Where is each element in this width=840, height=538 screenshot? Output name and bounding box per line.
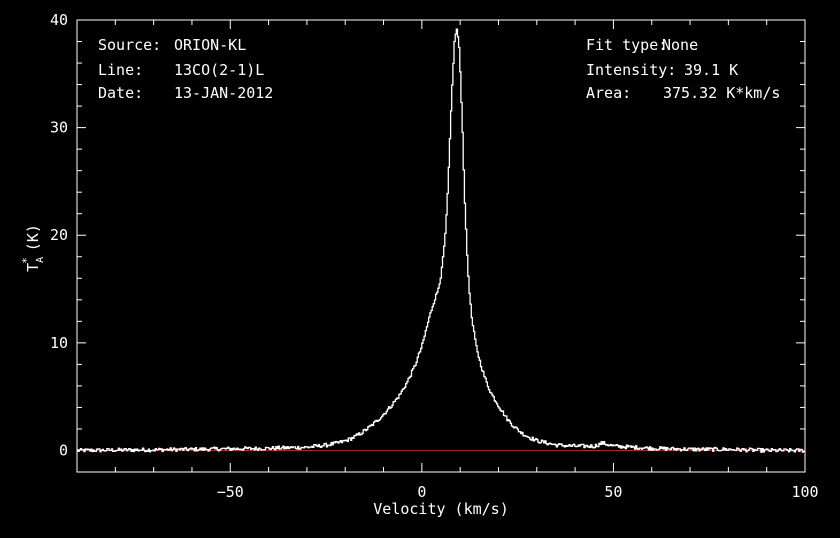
- date-label: Date:: [98, 84, 143, 102]
- y-tick-label: 30: [50, 119, 68, 137]
- svg-text:TA*(K): TA* (K): [20, 224, 46, 272]
- y-tick-label: 40: [50, 11, 68, 29]
- intensity-value: 39.1 K: [684, 61, 738, 79]
- x-tick-label: 0: [417, 483, 426, 501]
- fit-type-value: None: [662, 36, 698, 54]
- y-axis-title-sup: *: [20, 257, 33, 264]
- spectrum-series-line: [77, 28, 806, 453]
- y-axis-title-unit: (K): [24, 224, 42, 251]
- intensity-label: Intensity:: [586, 61, 676, 79]
- y-axis-title: TA* (K): [20, 224, 46, 272]
- fit-type-label: Fit type:: [586, 36, 667, 54]
- area-label: Area:: [586, 84, 631, 102]
- y-tick-label: 0: [59, 441, 68, 459]
- plot-frame: [76, 19, 806, 473]
- x-tick-label: −50: [217, 483, 244, 501]
- y-tick-label: 10: [50, 334, 68, 352]
- axis-tick-labels: −50 0 50 100 0 10 20 30 40: [50, 11, 819, 501]
- line-value: 13CO(2-1)L: [174, 61, 264, 79]
- y-tick-label: 20: [50, 226, 68, 244]
- x-tick-label: 50: [604, 483, 622, 501]
- y-axis-title-main: T: [24, 263, 42, 272]
- line-label: Line:: [98, 61, 143, 79]
- date-value: 13-JAN-2012: [174, 84, 273, 102]
- axis-ticks: [76, 19, 806, 473]
- source-label: Source:: [98, 36, 161, 54]
- source-value: ORION-KL: [174, 36, 246, 54]
- x-tick-label: 100: [791, 483, 818, 501]
- area-value: 375.32 K*km/s: [663, 84, 780, 102]
- y-axis-title-sub: A: [35, 257, 46, 263]
- x-axis-title: Velocity (km/s): [373, 500, 508, 518]
